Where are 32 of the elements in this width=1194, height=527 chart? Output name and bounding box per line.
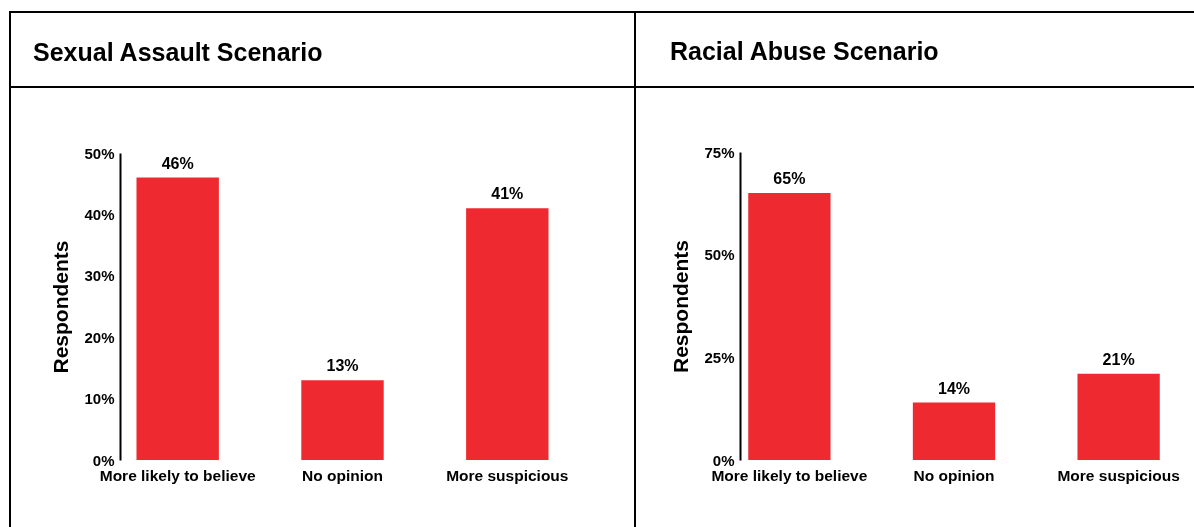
data-label: 41% bbox=[491, 185, 524, 203]
bar bbox=[466, 208, 549, 460]
data-label: 46% bbox=[161, 154, 194, 172]
bar bbox=[912, 402, 996, 460]
data-label: 65% bbox=[773, 170, 806, 188]
bar bbox=[301, 380, 384, 460]
chart-title: Racial Abuse Scenario bbox=[670, 37, 939, 65]
y-axis-title: Respondents bbox=[669, 239, 693, 374]
x-tick-label: More likely to believe bbox=[99, 466, 257, 484]
y-tick-label: 50% bbox=[84, 144, 115, 162]
x-tick-label: More likely to believe bbox=[711, 466, 868, 484]
bar bbox=[1077, 373, 1160, 460]
y-tick-label: 20% bbox=[84, 328, 115, 346]
data-label: 21% bbox=[1102, 350, 1135, 368]
y-tick-label: 40% bbox=[84, 205, 115, 223]
y-tick-label: 0% bbox=[92, 451, 115, 469]
bar bbox=[748, 193, 831, 460]
y-tick-label: 30% bbox=[84, 267, 115, 285]
x-tick-label: More suspicious bbox=[1057, 466, 1180, 484]
bar bbox=[136, 177, 219, 460]
data-label: 14% bbox=[937, 379, 971, 397]
x-tick-label: No opinion bbox=[302, 466, 383, 484]
y-tick-label: 50% bbox=[704, 246, 735, 264]
chart-title: Sexual Assault Scenario bbox=[33, 38, 323, 66]
y-tick-label: 10% bbox=[84, 390, 115, 408]
x-tick-label: No opinion bbox=[913, 466, 995, 484]
y-tick-label: 25% bbox=[704, 348, 735, 366]
x-tick-label: More suspicious bbox=[446, 466, 569, 484]
data-label: 13% bbox=[326, 357, 359, 375]
y-tick-label: 75% bbox=[704, 143, 735, 161]
y-tick-label: 0% bbox=[712, 451, 735, 469]
y-axis-title: Respondents bbox=[49, 240, 73, 374]
